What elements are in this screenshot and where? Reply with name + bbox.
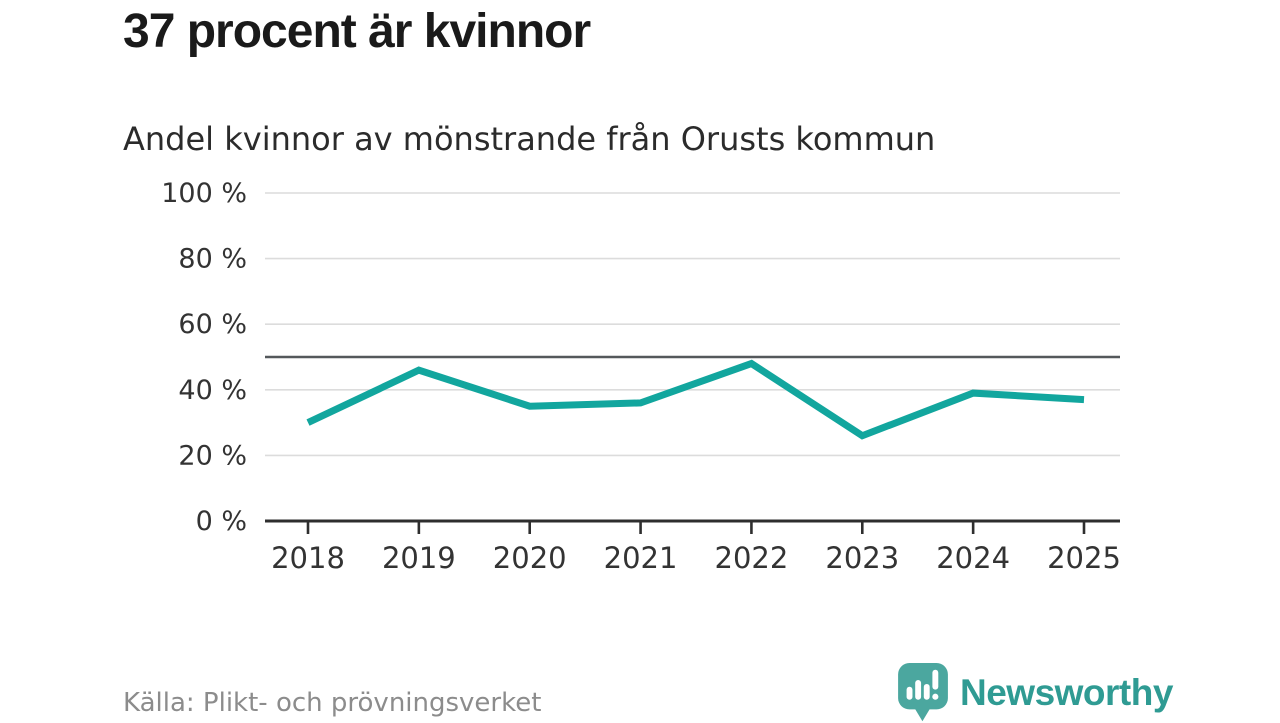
- y-axis-tick-label: 0 %: [196, 506, 247, 537]
- logo-bar-2: [915, 679, 922, 700]
- chart-subtitle: Andel kvinnor av mönstrande från Orusts …: [123, 120, 936, 158]
- page-title: 37 procent är kvinnor: [123, 5, 591, 58]
- x-axis-tick-label: 2018: [271, 541, 345, 575]
- logo-bar-3: [923, 683, 930, 700]
- newsworthy-speech-bubble-barchart-icon: [898, 663, 948, 722]
- logo-exclamation-dot: [932, 693, 939, 700]
- brand-name: Newsworthy: [960, 672, 1173, 713]
- x-axis-tick-label: 2019: [382, 541, 456, 575]
- x-axis-tick-label: 2023: [825, 541, 899, 575]
- y-axis-tick-label: 20 %: [178, 440, 247, 471]
- logo-bar-1: [906, 686, 913, 700]
- y-axis-tick-label: 80 %: [178, 244, 247, 275]
- newsworthy-logo: Newsworthy: [897, 663, 1173, 723]
- y-axis-tick-label: 100 %: [161, 178, 247, 209]
- y-axis-tick-label: 40 %: [178, 375, 247, 406]
- data-line-share-of-women: [306, 359, 1085, 440]
- logo-bubble-shape: [898, 663, 948, 722]
- y-axis-tick-label: 60 %: [178, 309, 247, 340]
- x-axis-tick-label: 2020: [493, 541, 567, 575]
- x-axis-tick-label: 2024: [936, 541, 1010, 575]
- x-axis-tick-label: 2022: [715, 541, 789, 575]
- logo-exclamation-bar: [932, 669, 939, 690]
- source-note: Källa: Plikt- och prövningsverket: [123, 688, 542, 718]
- x-axis-tick-label: 2025: [1047, 541, 1121, 575]
- x-axis-tick-label: 2021: [604, 541, 678, 575]
